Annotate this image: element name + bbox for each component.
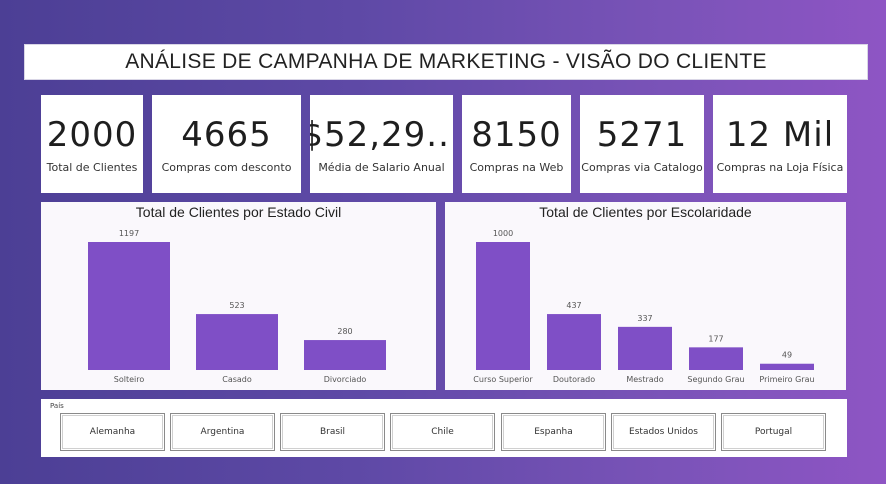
category-label: Mestrado <box>626 375 663 384</box>
kpi-card-compras-desconto[interactable]: 4665 Compras com desconto <box>152 95 301 193</box>
category-label: Divorciado <box>324 375 367 384</box>
data-label: 437 <box>566 301 581 310</box>
slicer-option-brasil[interactable]: Brasil <box>280 413 385 451</box>
kpi-card-total-clientes[interactable]: 2000 Total de Clientes <box>41 95 143 193</box>
category-label: Solteiro <box>114 375 145 384</box>
kpi-value: 2000 <box>46 114 138 155</box>
bar-casado[interactable] <box>196 314 278 370</box>
bar-doutorado[interactable] <box>547 314 601 370</box>
data-label: 280 <box>337 327 352 336</box>
kpi-card-compras-catalogo[interactable]: 5271 Compras via Catalogo <box>580 95 704 193</box>
data-label: 49 <box>782 351 792 360</box>
data-label: 1197 <box>119 229 139 238</box>
category-label: Casado <box>222 375 252 384</box>
category-label: Doutorado <box>553 375 595 384</box>
kpi-label: Compras na Loja Física <box>716 160 844 174</box>
chart-escolaridade-plot: 1000 Curso Superior 437 Doutorado 337 Mestrad… <box>473 229 814 384</box>
chart-estado-civil-plot: 1197 Solteiro 523 Casado 280 Divorciado <box>88 229 386 384</box>
slicer-option-espanha[interactable]: Espanha <box>501 413 606 451</box>
kpi-label: Compras com desconto <box>161 160 292 174</box>
kpi-label: Compras via Catalogo <box>581 160 703 174</box>
chart-escolaridade[interactable]: Total de Clientes por Escolaridade 1000 C… <box>445 202 846 390</box>
bar-mestrado[interactable] <box>618 326 672 370</box>
slicer-option-portugal[interactable]: Portugal <box>721 413 826 451</box>
kpi-label: Total de Clientes <box>46 160 138 174</box>
kpi-card-media-salario[interactable]: $52,29... Média de Salario Anual <box>310 95 453 193</box>
kpi-value: 8150 <box>471 114 562 155</box>
bar-curso-superior[interactable] <box>476 242 530 370</box>
data-label: 523 <box>229 301 244 310</box>
kpi-label: Média de Salario Anual <box>318 160 445 174</box>
bar-primeiro-grau[interactable] <box>760 363 814 370</box>
kpi-value: $52,29... <box>310 114 453 155</box>
kpi-value: 4665 <box>181 114 272 155</box>
slicer-option-argentina[interactable]: Argentina <box>170 413 275 451</box>
slicer-option-chile[interactable]: Chile <box>390 413 495 451</box>
kpi-card-compras-web[interactable]: 8150 Compras na Web <box>462 95 571 193</box>
kpi-label: Compras na Web <box>469 160 564 174</box>
kpi-value: 12 Mil <box>725 114 835 155</box>
category-label: Primeiro Grau <box>759 375 814 384</box>
slicer-header: País <box>50 402 64 410</box>
slicer-option-alemanha[interactable]: Alemanha <box>60 413 165 451</box>
bar-divorciado[interactable] <box>304 340 386 370</box>
category-label: Segundo Grau <box>687 375 744 384</box>
page-title: ANÁLISE DE CAMPANHA DE MARKETING - VISÃO… <box>24 44 868 80</box>
slicer-option-estados-unidos[interactable]: Estados Unidos <box>611 413 716 451</box>
chart-title: Total de Clientes por Escolaridade <box>539 204 752 220</box>
bar-segundo-grau[interactable] <box>689 347 743 370</box>
pais-slicer: País Alemanha Argentina Brasil Chile Esp… <box>41 399 847 457</box>
chart-estado-civil[interactable]: Total de Clientes por Estado Civil 1197 S… <box>41 202 436 390</box>
kpi-card-compras-loja-fisica[interactable]: 12 Mil Compras na Loja Física <box>713 95 847 193</box>
data-label: 177 <box>708 334 723 343</box>
data-label: 337 <box>637 314 652 323</box>
bar-solteiro[interactable] <box>88 242 170 370</box>
data-label: 1000 <box>493 229 513 238</box>
kpi-value: 5271 <box>596 114 688 155</box>
chart-title: Total de Clientes por Estado Civil <box>135 204 342 220</box>
category-label: Curso Superior <box>473 375 533 384</box>
